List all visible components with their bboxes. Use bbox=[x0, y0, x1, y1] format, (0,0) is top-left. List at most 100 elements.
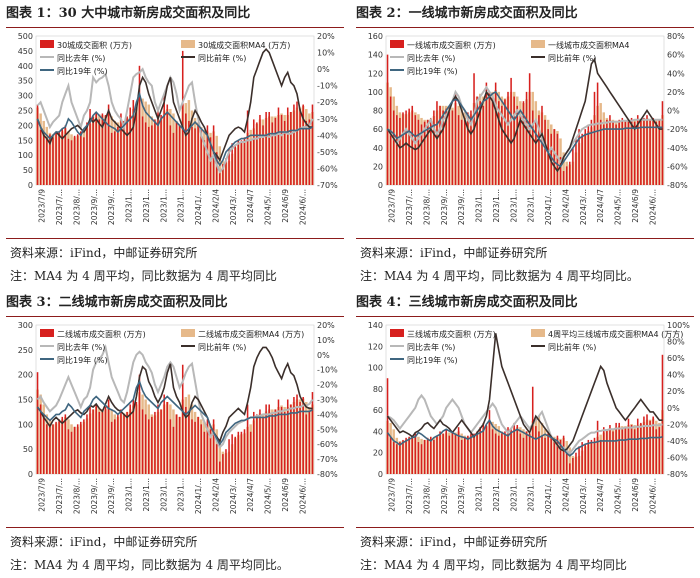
area-bar bbox=[408, 436, 410, 474]
area-bar bbox=[621, 117, 624, 185]
area-bar bbox=[519, 115, 522, 185]
area-bar bbox=[584, 129, 587, 185]
y2-tick-label: -30% bbox=[317, 115, 338, 124]
y2-tick-label: 10% bbox=[317, 336, 335, 345]
area-bar bbox=[113, 131, 116, 185]
area-bar bbox=[135, 107, 138, 185]
area-bar bbox=[445, 429, 448, 474]
area-bar bbox=[389, 96, 392, 185]
x-tick-label: 2023/1... bbox=[475, 478, 484, 512]
area-bar bbox=[39, 129, 42, 185]
y-tick-label: 0 bbox=[378, 470, 383, 479]
legend-swatch bbox=[181, 40, 195, 48]
area-bar bbox=[661, 101, 664, 185]
area-bar bbox=[107, 399, 110, 474]
area-bar bbox=[107, 104, 110, 185]
area-bar bbox=[86, 122, 88, 185]
area-bar bbox=[612, 431, 614, 474]
x-tick-label: 2023/7/9 bbox=[38, 189, 47, 223]
area-bar bbox=[587, 124, 590, 185]
area-bar bbox=[602, 124, 605, 185]
y2-tick-label: -20% bbox=[317, 98, 338, 107]
area-bar bbox=[70, 431, 73, 474]
area-bar bbox=[423, 121, 426, 185]
area-bar bbox=[283, 120, 286, 185]
legend-label: 三线城市成交面积 (万方) bbox=[407, 329, 496, 339]
area-bar bbox=[445, 108, 448, 185]
x-tick-label: 2023/9/... bbox=[107, 478, 116, 514]
area-bar bbox=[420, 444, 423, 474]
y2-tick-label: -10% bbox=[317, 82, 338, 91]
area-bar bbox=[262, 416, 264, 474]
legend-label: 30城成交面积MA4 (万方) bbox=[198, 40, 290, 50]
area-bar bbox=[553, 129, 556, 185]
area-bar bbox=[411, 105, 414, 185]
area-bar bbox=[630, 117, 633, 185]
y2-tick-label: -70% bbox=[317, 455, 338, 464]
plot-frame bbox=[35, 324, 315, 475]
area-bar bbox=[649, 420, 651, 474]
area-bar bbox=[479, 101, 481, 185]
ma4-bar bbox=[568, 447, 572, 474]
area-bar bbox=[154, 119, 156, 185]
area-bar bbox=[476, 431, 478, 474]
area-bar bbox=[627, 119, 630, 185]
area-bar bbox=[550, 437, 553, 474]
area-bar bbox=[618, 119, 620, 185]
area-bar bbox=[49, 426, 51, 474]
area-bar bbox=[485, 425, 488, 474]
area-bar bbox=[70, 140, 73, 185]
x-tick-label: 2024/6/... bbox=[648, 189, 657, 225]
area-bar bbox=[163, 95, 165, 185]
area-bar bbox=[178, 125, 181, 185]
area-bar bbox=[590, 119, 593, 185]
panel-title: 图表 1：30 大中城市新房成交面积及同比 bbox=[6, 6, 251, 21]
area-bar bbox=[436, 435, 438, 474]
area-bar bbox=[562, 435, 565, 474]
x-tick-label: 2023/9/... bbox=[440, 478, 449, 514]
area-bar bbox=[225, 449, 227, 474]
legend-label: 同比前年 (%) bbox=[198, 342, 246, 352]
area-bar bbox=[396, 444, 398, 474]
area-bar bbox=[95, 111, 98, 185]
panel-4: 图表 4：三线城市新房成交面积及同比 0 20 40 60 80 100 120 140 -80… bbox=[350, 289, 700, 578]
area-bar bbox=[491, 96, 494, 185]
x-tick-label: 2023/9/... bbox=[457, 478, 466, 514]
y-tick-label: 160 bbox=[368, 32, 383, 41]
yoy-2019-line bbox=[36, 91, 313, 167]
area-bar bbox=[457, 115, 460, 185]
footer-rule bbox=[6, 238, 344, 239]
area-bar bbox=[113, 419, 116, 474]
area-bar bbox=[572, 458, 574, 474]
area-bar bbox=[286, 399, 289, 474]
area-bar bbox=[624, 427, 627, 474]
area-bar bbox=[643, 416, 645, 474]
area-bar bbox=[101, 113, 104, 185]
x-tick-label: 2024/4/7 bbox=[596, 189, 605, 223]
area-bar bbox=[141, 409, 144, 474]
area-bar bbox=[451, 431, 454, 474]
area-bar bbox=[609, 115, 611, 185]
area-bar bbox=[46, 137, 48, 185]
y-tick-label: 100 bbox=[368, 364, 383, 373]
x-tick-label: 2023/1... bbox=[177, 478, 186, 512]
area-bar bbox=[76, 424, 79, 474]
area-bar bbox=[402, 439, 404, 474]
y2-tick-label: 40% bbox=[667, 371, 685, 380]
area-bar bbox=[646, 414, 648, 474]
area-bar bbox=[417, 442, 420, 474]
area-bar bbox=[476, 96, 478, 185]
y-tick-label: 0 bbox=[378, 181, 383, 190]
yoy-two-years-line bbox=[386, 57, 663, 173]
y2-tick-label: -60% bbox=[667, 453, 688, 462]
title-rule bbox=[6, 316, 344, 317]
area-bar bbox=[73, 426, 76, 474]
y2-tick-label: -20% bbox=[667, 125, 688, 134]
area-bar bbox=[120, 409, 122, 474]
legend-label: 同比去年 (%) bbox=[407, 53, 455, 63]
x-tick-label: 2024/6/9 bbox=[281, 189, 290, 223]
x-tick-label: 2024/6/... bbox=[648, 478, 657, 514]
area-bar bbox=[262, 125, 264, 185]
title-rule bbox=[356, 316, 694, 317]
y-tick-label: 300 bbox=[18, 92, 33, 101]
